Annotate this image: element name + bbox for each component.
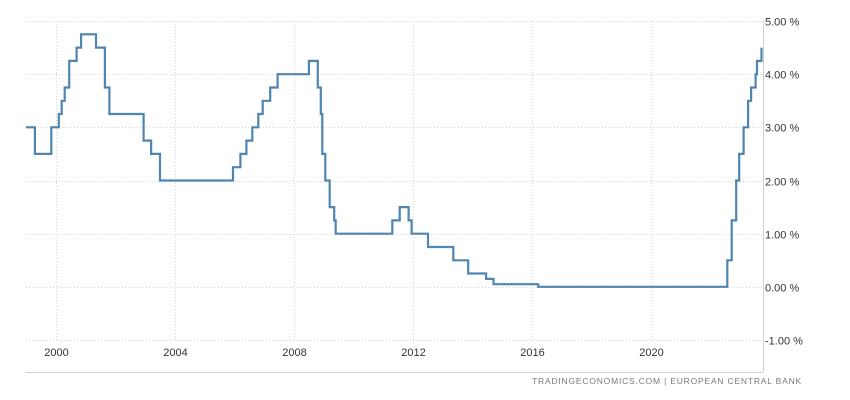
y-tick-label: 5.00 % — [765, 17, 799, 29]
x-tick-label: 2008 — [282, 347, 306, 359]
y-tick-label: 1.00 % — [765, 230, 799, 242]
y-tick-label: 4.00 % — [765, 70, 799, 82]
x-tick-label: 2004 — [163, 347, 187, 359]
source-credit: TRADINGECONOMICS.COM | EUROPEAN CENTRAL … — [532, 376, 802, 386]
axes — [26, 21, 764, 373]
x-tick-label: 2012 — [401, 347, 425, 359]
x-tick-label: 2000 — [44, 347, 68, 359]
y-tick-label: -1.00 % — [765, 336, 803, 348]
y-tick-label: 3.00 % — [765, 123, 799, 135]
grid — [26, 21, 763, 341]
plot-area — [26, 33, 763, 288]
x-tick-label: 2016 — [520, 347, 544, 359]
series-line-0 — [26, 33, 763, 288]
y-tick-label: 0.00 % — [765, 283, 799, 295]
y-tick-label: 2.00 % — [765, 177, 799, 189]
tick-labels: 5.00 % 4.00 % 3.00 % 2.00 % 1.00 % 0.00 % -1.0… — [44, 17, 803, 360]
x-tick-label: 2020 — [639, 347, 663, 359]
